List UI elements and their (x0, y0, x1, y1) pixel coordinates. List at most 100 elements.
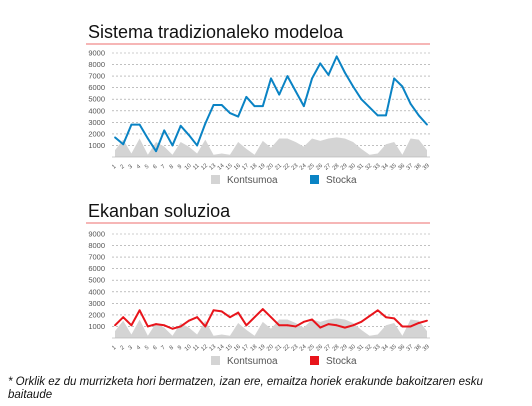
x-tick-label: 24 (299, 162, 308, 171)
legend-swatch-stocka (310, 356, 319, 365)
stocka-point (270, 77, 272, 80)
x-tick-label: 25 (307, 163, 316, 172)
x-tick-label: 17 (241, 344, 250, 353)
legend-swatch-kontsumoa (211, 356, 220, 365)
x-tick-label: 8 (169, 164, 175, 171)
x-tick-label: 22 (282, 163, 291, 172)
stocka-point (138, 123, 141, 126)
x-tick-label: 32 (364, 344, 373, 353)
y-tick-label: 2000 (88, 310, 105, 319)
stocka-point (245, 324, 248, 327)
y-tick-label: 8000 (88, 60, 105, 69)
stocka-point (376, 114, 379, 117)
stocka-point (122, 316, 125, 319)
stocka-point (352, 85, 355, 88)
x-tick-label: 1 (111, 345, 117, 352)
stocka-point (294, 325, 297, 328)
chart-title: Ekanban soluzioa (88, 201, 231, 221)
kontsumoa-area (115, 318, 427, 338)
stocka-point (311, 77, 313, 80)
y-tick-label: 4000 (88, 106, 105, 115)
x-tick-label: 19 (258, 163, 267, 172)
x-tick-label: 38 (414, 344, 423, 353)
x-tick-label: 3 (128, 164, 134, 171)
x-tick-label: 24 (299, 343, 308, 352)
stocka-point (319, 326, 322, 329)
x-tick-label: 12 (200, 163, 209, 172)
stocka-point (229, 316, 231, 319)
x-tick-label: 23 (291, 344, 300, 353)
stocka-point (237, 311, 240, 314)
x-tick-label: 12 (200, 344, 209, 353)
chart-title: Sistema tradizionaleko modeloa (88, 22, 344, 42)
stocka-point (138, 309, 141, 312)
legend-label-kontsumoa: Kontsumoa (227, 175, 278, 186)
y-tick-label: 9000 (88, 49, 105, 58)
x-tick-label: 20 (266, 163, 275, 172)
x-tick-label: 3 (128, 345, 134, 352)
footnote: * Orklik ez du murrizketa hori bermatzen… (8, 376, 483, 401)
x-tick-label: 4 (136, 163, 143, 170)
stocka-point (409, 102, 412, 105)
x-tick-label: 38 (414, 163, 423, 172)
stocka-point (253, 316, 256, 319)
legend-swatch-stocka (310, 175, 319, 184)
y-tick-label: 2000 (88, 129, 105, 138)
stocka-point (261, 308, 264, 311)
stocka-point (114, 136, 116, 139)
y-tick-label: 5000 (88, 276, 105, 285)
y-tick-label: 3000 (88, 299, 105, 308)
stocka-point (155, 150, 157, 153)
y-tick-label: 1000 (88, 141, 105, 150)
stocka-point (146, 137, 149, 140)
x-tick-label: 22 (282, 344, 291, 353)
stocka-point (220, 310, 223, 313)
y-tick-label: 3000 (88, 118, 105, 127)
x-tick-label: 30 (348, 344, 357, 353)
y-tick-label: 7000 (88, 253, 105, 262)
x-tick-label: 18 (250, 163, 259, 172)
x-tick-label: 29 (340, 344, 349, 353)
x-tick-label: 2 (119, 164, 125, 171)
y-tick-label: 9000 (88, 230, 105, 239)
x-tick-label: 18 (250, 344, 259, 353)
legend-label-stocka: Stocka (326, 356, 357, 367)
stocka-point (204, 325, 207, 328)
y-tick-label: 4000 (88, 287, 105, 296)
y-tick-label: 6000 (88, 264, 105, 273)
x-tick-label: 27 (323, 163, 332, 172)
x-tick-label: 14 (217, 162, 226, 171)
x-tick-label: 31 (356, 344, 365, 353)
stocka-point (237, 115, 240, 118)
stocka-point (286, 75, 289, 78)
stocka-point (196, 316, 199, 319)
stocka-point (368, 106, 371, 109)
x-tick-label: 34 (381, 343, 390, 352)
stocka-point (327, 323, 330, 326)
y-tick-label: 1000 (88, 322, 105, 331)
x-tick-label: 28 (332, 163, 341, 172)
x-tick-label: 21 (274, 344, 283, 353)
chart-1: Sistema tradizionaleko modeloa 1000 2000 30… (86, 22, 431, 186)
x-tick-label: 15 (225, 344, 234, 353)
chart-2: Ekanban soluzioa 1000 2000 3000 4000 5000 6000… (86, 201, 431, 367)
x-tick-label: 1 (111, 164, 117, 171)
stocka-point (417, 322, 420, 324)
x-tick-label: 16 (233, 163, 242, 172)
stocka-point (220, 104, 223, 106)
x-tick-label: 37 (406, 163, 415, 172)
x-tick-label: 25 (307, 344, 316, 353)
legend-label-kontsumoa: Kontsumoa (227, 356, 278, 367)
stocka-point (335, 324, 338, 327)
y-tick-label: 7000 (88, 72, 105, 81)
stocka-point (163, 324, 166, 327)
stocka-point (327, 74, 330, 76)
x-tick-label: 29 (340, 163, 349, 172)
x-tick-label: 13 (208, 344, 217, 353)
stocka-point (130, 324, 133, 327)
stocka-point (335, 55, 338, 58)
x-tick-label: 33 (373, 163, 382, 172)
x-tick-label: 10 (184, 344, 193, 353)
x-tick-label: 39 (422, 163, 431, 172)
